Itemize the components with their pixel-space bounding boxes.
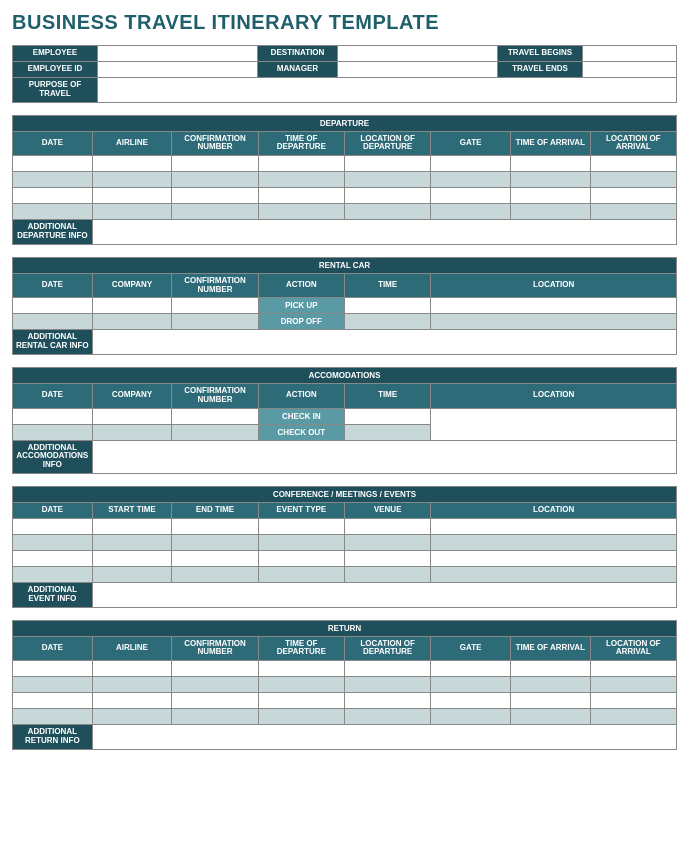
acc-col-conf: CONFIRMATION NUMBER [172, 383, 258, 408]
table-row[interactable]: PICK UP [13, 298, 677, 314]
ret-col-timeArr: TIME OF ARRIVAL [510, 636, 590, 661]
ret-additional-label: ADDITIONAL RETURN INFO [13, 725, 93, 750]
ret-additional-value[interactable] [92, 725, 676, 750]
employee-id-label: EMPLOYEE ID [13, 62, 98, 78]
travel-ends-label: TRAVEL ENDS [498, 62, 583, 78]
table-row[interactable] [13, 188, 677, 204]
manager-value[interactable] [338, 62, 498, 78]
rental-title: RENTAL CAR [13, 257, 677, 273]
acc-col-company: COMPANY [92, 383, 172, 408]
rent-additional-label: ADDITIONAL RENTAL CAR INFO [13, 330, 93, 355]
conf-col-date: DATE [13, 502, 93, 518]
employee-label: EMPLOYEE [13, 46, 98, 62]
dep-col-gate: GATE [431, 131, 511, 156]
destination-value[interactable] [338, 46, 498, 62]
ret-col-conf: CONFIRMATION NUMBER [172, 636, 258, 661]
conf-col-end: END TIME [172, 502, 258, 518]
conf-additional-value[interactable] [92, 582, 676, 607]
table-row[interactable] [13, 661, 677, 677]
purpose-label: PURPOSE OF TRAVEL [13, 78, 98, 103]
travel-begins-label: TRAVEL BEGINS [498, 46, 583, 62]
conference-table: CONFERENCE / MEETINGS / EVENTS DATE STAR… [12, 486, 677, 608]
table-row[interactable]: CHECK IN [13, 408, 677, 424]
dep-additional-label: ADDITIONAL DEPARTURE INFO [13, 220, 93, 245]
employee-id-value[interactable] [98, 62, 258, 78]
departure-table: DEPARTURE DATE AIRLINE CONFIRMATION NUMB… [12, 115, 677, 245]
ret-col-timeDep: TIME OF DEPARTURE [258, 636, 344, 661]
ret-col-airline: AIRLINE [92, 636, 172, 661]
travel-begins-value[interactable] [583, 46, 677, 62]
table-row[interactable] [13, 172, 677, 188]
rent-col-action: ACTION [258, 273, 344, 298]
rent-additional-value[interactable] [92, 330, 676, 355]
acc-col-time: TIME [344, 383, 430, 408]
dep-col-conf: CONFIRMATION NUMBER [172, 131, 258, 156]
table-row[interactable] [13, 534, 677, 550]
checkout-action: CHECK OUT [258, 424, 344, 440]
conf-col-location: LOCATION [431, 502, 677, 518]
accom-table: ACCOMODATIONS DATE COMPANY CONFIRMATION … [12, 367, 677, 474]
dep-col-airline: AIRLINE [92, 131, 172, 156]
rental-table: RENTAL CAR DATE COMPANY CONFIRMATION NUM… [12, 257, 677, 355]
conf-additional-label: ADDITIONAL EVENT INFO [13, 582, 93, 607]
acc-col-action: ACTION [258, 383, 344, 408]
dep-col-date: DATE [13, 131, 93, 156]
manager-label: MANAGER [258, 62, 338, 78]
ret-col-date: DATE [13, 636, 93, 661]
ret-col-gate: GATE [431, 636, 511, 661]
table-row[interactable] [13, 156, 677, 172]
dep-col-timeDep: TIME OF DEPARTURE [258, 131, 344, 156]
return-table: RETURN DATE AIRLINE CONFIRMATION NUMBER … [12, 620, 677, 750]
dep-col-locArr: LOCATION OF ARRIVAL [590, 131, 676, 156]
dep-col-locDep: LOCATION OF DEPARTURE [344, 131, 430, 156]
dep-additional-value[interactable] [92, 220, 676, 245]
conf-title: CONFERENCE / MEETINGS / EVENTS [13, 486, 677, 502]
dropoff-action: DROP OFF [258, 314, 344, 330]
table-row[interactable] [13, 550, 677, 566]
rent-col-date: DATE [13, 273, 93, 298]
employee-value[interactable] [98, 46, 258, 62]
rent-col-conf: CONFIRMATION NUMBER [172, 273, 258, 298]
dep-col-timeArr: TIME OF ARRIVAL [510, 131, 590, 156]
rent-col-company: COMPANY [92, 273, 172, 298]
table-row[interactable] [13, 204, 677, 220]
checkin-action: CHECK IN [258, 408, 344, 424]
acc-col-location: LOCATION [431, 383, 677, 408]
purpose-value[interactable] [98, 78, 677, 103]
table-row[interactable] [13, 677, 677, 693]
ret-col-locDep: LOCATION OF DEPARTURE [344, 636, 430, 661]
table-row[interactable]: DROP OFF [13, 314, 677, 330]
return-title: RETURN [13, 620, 677, 636]
acc-additional-value[interactable] [92, 440, 676, 473]
page-title: BUSINESS TRAVEL ITINERARY TEMPLATE [12, 12, 677, 35]
conf-col-type: EVENT TYPE [258, 502, 344, 518]
table-row[interactable] [13, 693, 677, 709]
departure-title: DEPARTURE [13, 115, 677, 131]
table-row[interactable] [13, 518, 677, 534]
acc-additional-label: ADDITIONAL ACCOMODATIONS INFO [13, 440, 93, 473]
pickup-action: PICK UP [258, 298, 344, 314]
destination-label: DESTINATION [258, 46, 338, 62]
ret-col-locArr: LOCATION OF ARRIVAL [590, 636, 676, 661]
table-row[interactable] [13, 709, 677, 725]
conf-col-start: START TIME [92, 502, 172, 518]
table-row[interactable] [13, 566, 677, 582]
rent-col-location: LOCATION [431, 273, 677, 298]
rent-col-time: TIME [344, 273, 430, 298]
info-table: EMPLOYEE DESTINATION TRAVEL BEGINS EMPLO… [12, 45, 677, 103]
accom-title: ACCOMODATIONS [13, 367, 677, 383]
conf-col-venue: VENUE [344, 502, 430, 518]
travel-ends-value[interactable] [583, 62, 677, 78]
acc-col-date: DATE [13, 383, 93, 408]
